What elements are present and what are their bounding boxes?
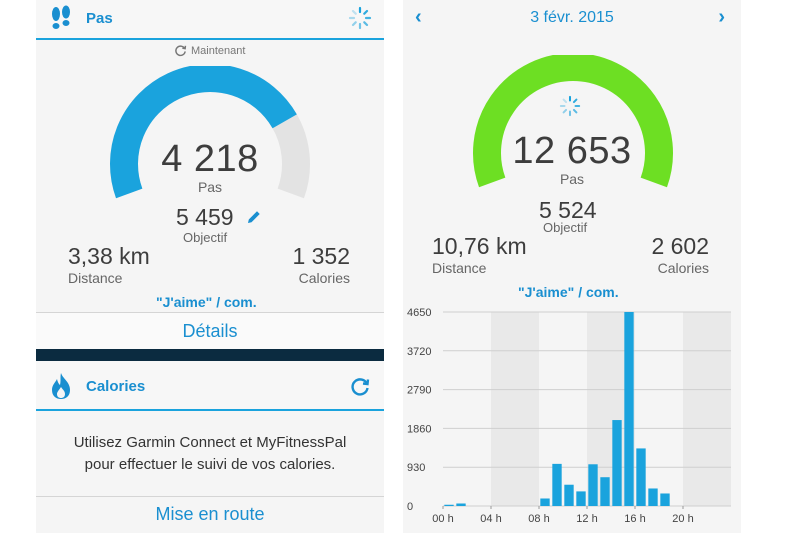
- daily-steps-panel: ‹ 3 févr. 2015 › 12 653 Pas 5 524 Object…: [403, 0, 741, 533]
- distance-value: 3,38 km: [68, 243, 150, 269]
- calories-header[interactable]: Calories: [36, 361, 384, 411]
- last-sync-label: Maintenant: [191, 44, 246, 57]
- chart-band: [683, 312, 731, 506]
- steps-unit: Pas: [197, 179, 223, 195]
- daily-calories-value: 2 602: [651, 233, 709, 259]
- calories-message: Utilisez Garmin Connect et MyFitnessPal …: [36, 432, 384, 476]
- section-divider-bar: [36, 349, 384, 361]
- bar: [552, 463, 562, 506]
- y-tick-label: 1860: [407, 423, 431, 435]
- like-comment-link[interactable]: "J'aime" / com.: [156, 294, 257, 310]
- daily-calories-label: Calories: [657, 260, 709, 276]
- edit-pencil-icon[interactable]: [245, 208, 263, 226]
- steps-count: 4 218: [161, 138, 259, 180]
- calories-value: 1 352: [292, 243, 350, 269]
- bar: [456, 503, 466, 506]
- goal-label: Objectif: [183, 230, 228, 245]
- bar: [600, 477, 610, 506]
- distance-label: Distance: [68, 270, 123, 286]
- daily-like-comment-link[interactable]: "J'aime" / com.: [518, 284, 619, 300]
- loading-spinner-icon: [559, 95, 581, 117]
- daily-goal-label: Objectif: [543, 220, 588, 235]
- calories-header-title: Calories: [86, 378, 146, 395]
- x-tick-label: 20 h: [672, 513, 693, 525]
- goal-value: 5 459: [176, 204, 234, 230]
- footprints-icon: [52, 5, 70, 29]
- daily-steps-count: 12 653: [512, 130, 632, 172]
- bar: [648, 488, 658, 506]
- bar: [612, 420, 622, 506]
- bar: [660, 493, 670, 506]
- daily-goal-value: 5 524: [539, 197, 597, 223]
- x-tick-label: 16 h: [624, 513, 645, 525]
- y-tick-label: 930: [407, 462, 425, 474]
- date-navigation: ‹ 3 févr. 2015 ›: [403, 0, 741, 36]
- y-tick-label: 2790: [407, 385, 431, 397]
- divider: [36, 496, 384, 497]
- get-started-button[interactable]: Mise en route: [155, 504, 265, 524]
- x-tick-label: 12 h: [576, 513, 597, 525]
- daily-distance-label: Distance: [432, 260, 487, 276]
- bar: [540, 498, 550, 506]
- refresh-icon: [175, 45, 187, 57]
- calories-message-line-2: pour effectuer le suivi de vos calories.: [84, 456, 336, 473]
- chevron-left-icon[interactable]: ‹: [415, 6, 422, 28]
- current-date: 3 févr. 2015: [530, 9, 614, 26]
- loading-spinner-icon: [348, 6, 372, 30]
- bar: [444, 504, 454, 506]
- chart-band: [491, 312, 539, 506]
- bar: [588, 464, 598, 506]
- gauge-fill: [110, 66, 297, 199]
- daily-steps-gauge: [473, 55, 673, 188]
- hourly-steps-chart: 0 930 1860 2790 3720 4650 00 h 04 h 08 h 12 h 16 h…: [407, 307, 731, 525]
- x-tick-label: 08 h: [528, 513, 549, 525]
- steps-header[interactable]: Pas: [36, 0, 384, 40]
- steps-panel: Pas Maintenant 4 218 Pas 5 459: [36, 0, 384, 533]
- calories-label: Calories: [298, 270, 350, 286]
- x-tick-label: 00 h: [432, 513, 453, 525]
- sync-icon[interactable]: [348, 374, 372, 398]
- details-button[interactable]: Détails: [36, 313, 384, 349]
- bar: [636, 448, 646, 506]
- bar: [564, 484, 574, 506]
- bar: [576, 491, 586, 506]
- y-tick-label: 0: [407, 501, 413, 513]
- daily-steps-unit: Pas: [559, 171, 585, 187]
- chevron-right-icon[interactable]: ›: [718, 6, 725, 28]
- divider: [36, 312, 384, 313]
- flame-icon: [52, 373, 70, 399]
- y-tick-label: 3720: [407, 346, 431, 358]
- steps-header-title: Pas: [86, 10, 113, 27]
- calories-message-line-1: Utilisez Garmin Connect et MyFitnessPal: [73, 434, 347, 451]
- bar: [624, 312, 634, 506]
- daily-distance-value: 10,76 km: [432, 233, 527, 259]
- y-tick-label: 4650: [407, 307, 431, 319]
- gauge-fill: [473, 55, 673, 188]
- steps-progress-gauge: [110, 66, 310, 199]
- last-sync-indicator[interactable]: Maintenant: [174, 44, 245, 57]
- x-tick-label: 04 h: [480, 513, 501, 525]
